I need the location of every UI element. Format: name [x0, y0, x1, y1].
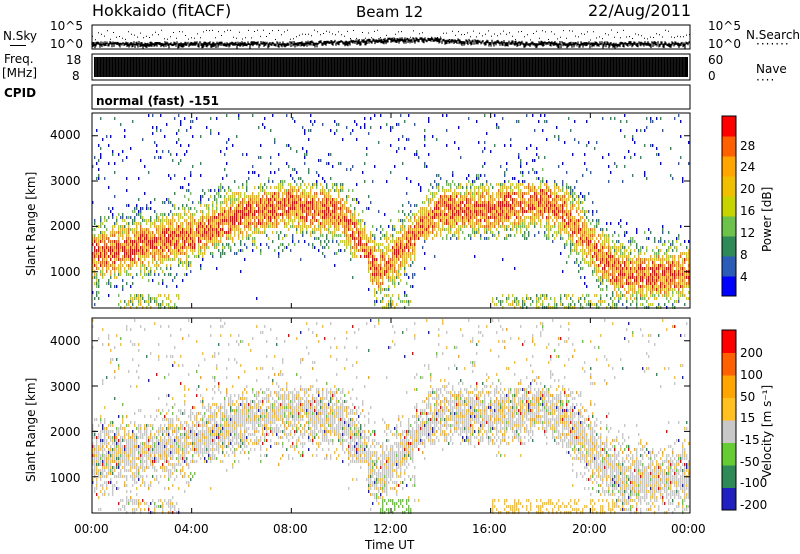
- xtick-label: 20:00: [572, 522, 607, 536]
- power-cbar-tick: 8: [740, 248, 748, 262]
- velocity-ytick: 4000: [50, 334, 81, 348]
- freq-trace: [94, 57, 688, 77]
- noise-right-tick-bottom: 10^0: [708, 37, 741, 51]
- velocity-cbar-tick: 100: [740, 368, 763, 382]
- noise-panel-frame: [91, 24, 691, 50]
- power-colorbar-label: Power [dB]: [760, 186, 774, 252]
- velocity-cbar-tick: -200: [740, 498, 768, 512]
- power-cells-6: [92, 183, 690, 309]
- velocity-cbar-tick: 50: [740, 390, 756, 404]
- power-cbar-tick: 16: [740, 204, 756, 218]
- power-cells-5: [92, 183, 690, 309]
- velocity-colorbar-label: Velocity [m s⁻¹]: [760, 384, 774, 478]
- power-colorbar-swatch: [722, 276, 736, 297]
- xtick-label: 16:00: [472, 522, 507, 536]
- velocity-cells-5: [92, 325, 690, 514]
- power-ytick: 3000: [50, 174, 81, 188]
- power-ytick: 2000: [50, 219, 81, 233]
- noise-right-tick-top: 10^5: [708, 19, 741, 33]
- freq-unit-label: [MHz]: [2, 66, 38, 80]
- power-ylabel: Slant Range [km]: [24, 171, 38, 276]
- velocity-colorbar-swatch: [722, 442, 736, 466]
- power-cbar-tick: 28: [740, 139, 756, 153]
- velocity-ytick: 2000: [50, 425, 81, 439]
- nave-legend-dots: ····: [756, 73, 776, 87]
- xtick-label: 08:00: [273, 522, 308, 536]
- noise-trace: [91, 29, 690, 49]
- freq-left-tick-top: 18: [66, 53, 82, 67]
- nave-right-tick-bottom: 0: [708, 69, 716, 83]
- freq-bars: [94, 57, 688, 77]
- freq-label: Freq.: [4, 52, 34, 66]
- power-colorbar-swatch: [722, 136, 736, 157]
- velocity-cbar-tick: -100: [740, 476, 768, 490]
- velocity-ytick: 1000: [50, 471, 81, 485]
- chart-title: Hokkaido (fitACF): [92, 1, 232, 20]
- velocity-colorbar-swatch: [722, 375, 736, 398]
- power-colorbar-swatch: [722, 256, 736, 277]
- power-colorbar-swatch: [722, 156, 736, 177]
- power-colorbar-swatch: [722, 236, 736, 257]
- power-colorbar-swatch: [722, 216, 736, 237]
- power-cbar-tick: 20: [740, 182, 756, 196]
- velocity-cells-3: [92, 319, 690, 514]
- velocity-colorbar-swatch: [722, 487, 736, 511]
- velocity-cells-1: [94, 331, 688, 508]
- velocity-cbar-tick: 15: [740, 411, 756, 425]
- velocity-cbar-tick: -15: [740, 433, 760, 447]
- power-cbar-tick: 12: [740, 226, 756, 240]
- xtick-label: 00:00: [671, 522, 706, 536]
- power-ytick: 4000: [50, 128, 81, 142]
- velocity-ylabel: Slant Range [km]: [24, 377, 38, 482]
- nsearch-label: N.Search: [746, 28, 800, 42]
- power-ytick: 1000: [50, 265, 81, 279]
- power-colorbar-swatch: [722, 176, 736, 197]
- tick-marks: [91, 113, 691, 513]
- power-colorbar: [721, 115, 737, 297]
- velocity-colorbar-swatch: [722, 420, 736, 443]
- cpid-panel-frame: [91, 84, 691, 110]
- power-heatmap: [92, 114, 690, 309]
- velocity-cbar-tick: -50: [740, 455, 760, 469]
- freq-bar-gaps: [95, 57, 685, 77]
- cpid-label: CPID: [4, 86, 37, 100]
- velocity-colorbar-swatch: [722, 330, 736, 353]
- noise-sky-line: [91, 37, 690, 49]
- nsearch-legend-dots: ·······: [756, 37, 790, 51]
- noise-left-tick-bottom: 10^0: [50, 37, 83, 51]
- nave-right-tick-top: 60: [708, 53, 724, 67]
- beam-label: Beam 12: [356, 3, 424, 21]
- nave-label: Nave: [756, 62, 787, 76]
- velocity-colorbar-swatch: [722, 397, 736, 421]
- power-colorbar-frame: [721, 115, 737, 297]
- date-label: 22/Aug/2011: [588, 1, 692, 20]
- freq-panel-frame: [91, 53, 691, 81]
- velocity-ytick: 3000: [50, 380, 81, 394]
- xtick-label: 00:00: [74, 522, 109, 536]
- velocity-cbar-tick: 200: [740, 346, 763, 360]
- power-cbar-tick: 4: [740, 270, 748, 284]
- xtick-label: 04:00: [174, 522, 209, 536]
- velocity-heatmap: [92, 319, 690, 514]
- velocity-colorbar: [721, 329, 737, 511]
- nsky-label: N.Sky: [3, 29, 38, 43]
- cpid-text: normal (fast) -151: [96, 94, 219, 108]
- velocity-colorbar-swatch: [722, 465, 736, 488]
- velocity-colorbar-frame: [721, 329, 737, 511]
- power-cells-4: [92, 183, 690, 309]
- velocity-colorbar-swatch: [722, 352, 736, 376]
- nsky-legend-line: [10, 45, 26, 46]
- power-colorbar-swatch: [722, 196, 736, 217]
- axis-ticks: [91, 113, 691, 513]
- power-cbar-tick: 24: [740, 160, 756, 174]
- noise-left-tick-top: 10^5: [50, 19, 83, 33]
- x-axis-label: Time UT: [365, 538, 415, 552]
- xtick-label: 12:00: [373, 522, 408, 536]
- noise-search-dots: [92, 29, 690, 41]
- freq-left-tick-bottom: 8: [72, 69, 80, 83]
- power-colorbar-swatch: [722, 116, 736, 137]
